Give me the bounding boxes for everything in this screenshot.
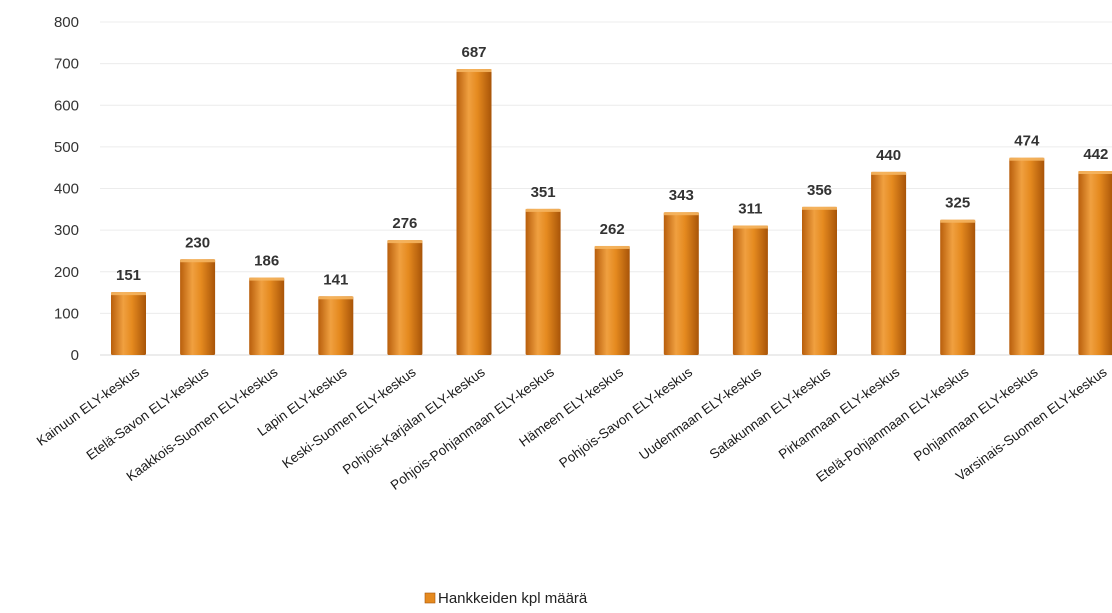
bar [318, 296, 354, 355]
data-label: 356 [807, 182, 832, 199]
data-label: 351 [531, 184, 556, 201]
y-tick-label: 200 [54, 264, 79, 281]
y-tick-label: 800 [54, 14, 79, 31]
bar-cap [111, 292, 146, 296]
y-tick-label: 500 [54, 139, 79, 156]
bar [1009, 157, 1045, 355]
bar [940, 219, 976, 355]
y-tick-label: 100 [54, 305, 79, 322]
category-label: Pohjanmaan ELY-keskus [911, 364, 1041, 464]
bar [456, 69, 492, 355]
data-label: 262 [600, 221, 625, 238]
data-label: 186 [254, 253, 279, 270]
y-axis-ticks: 0 100 200 300 400 500 600 700 800 [54, 14, 79, 364]
bar-cap [1009, 157, 1045, 161]
bar [1078, 171, 1112, 355]
data-label: 474 [1014, 133, 1040, 150]
data-label: 325 [945, 195, 970, 212]
bar-cap [663, 212, 699, 216]
data-label: 230 [185, 234, 210, 251]
data-label: 343 [669, 187, 694, 204]
y-tick-label: 600 [54, 97, 79, 114]
bar-cap [180, 259, 216, 263]
legend-label: Hankkeiden kpl määrä [438, 590, 588, 607]
legend: Hankkeiden kpl määrä [424, 590, 588, 607]
data-label: 276 [392, 215, 417, 232]
data-label: 141 [323, 271, 348, 288]
data-label: 151 [116, 267, 141, 284]
bar [802, 206, 837, 355]
bar-cap [318, 296, 354, 300]
category-label: Pirkanmaan ELY-keskus [776, 364, 903, 462]
category-label: Uudenmaan ELY-keskus [636, 364, 764, 463]
category-label: Keski-Suomen ELY-keskus [279, 364, 419, 471]
bar-cap [871, 171, 907, 175]
bar-cap [387, 240, 423, 244]
bar-cap [1078, 171, 1112, 175]
bar [111, 292, 146, 355]
bars [111, 69, 1112, 355]
bar-cap [525, 208, 561, 212]
y-tick-label: 700 [54, 56, 79, 73]
category-label: Pohjois-Karjalan ELY-keskus [340, 364, 488, 477]
bar-cap [802, 206, 837, 210]
data-label: 311 [738, 201, 762, 218]
category-label: Satakunnan ELY-keskus [707, 364, 834, 462]
bar [387, 240, 423, 355]
bar-cap [456, 69, 492, 73]
bar-cap [732, 225, 768, 229]
value-labels: 151 230 186 141 276 687 351 262 343 311 356 440 325 4… [116, 44, 1108, 288]
data-label: 440 [876, 147, 901, 164]
legend-swatch [424, 592, 436, 604]
data-label: 442 [1083, 146, 1108, 163]
bar [871, 171, 907, 355]
bar [663, 212, 699, 355]
y-tick-label: 400 [54, 181, 79, 198]
category-label: Etelä-Savon ELY-keskus [84, 364, 212, 463]
y-tick-label: 0 [71, 347, 79, 364]
bar [249, 277, 285, 355]
bar-cap [594, 245, 630, 249]
y-tick-label: 300 [54, 222, 79, 239]
bar [525, 208, 561, 355]
category-label: Pohjois-Savon ELY-keskus [556, 364, 695, 471]
bar [180, 259, 216, 355]
bar-cap [249, 277, 285, 281]
bar-cap [940, 219, 976, 223]
bar [594, 245, 630, 355]
bar [732, 225, 768, 355]
data-label: 687 [461, 44, 486, 61]
